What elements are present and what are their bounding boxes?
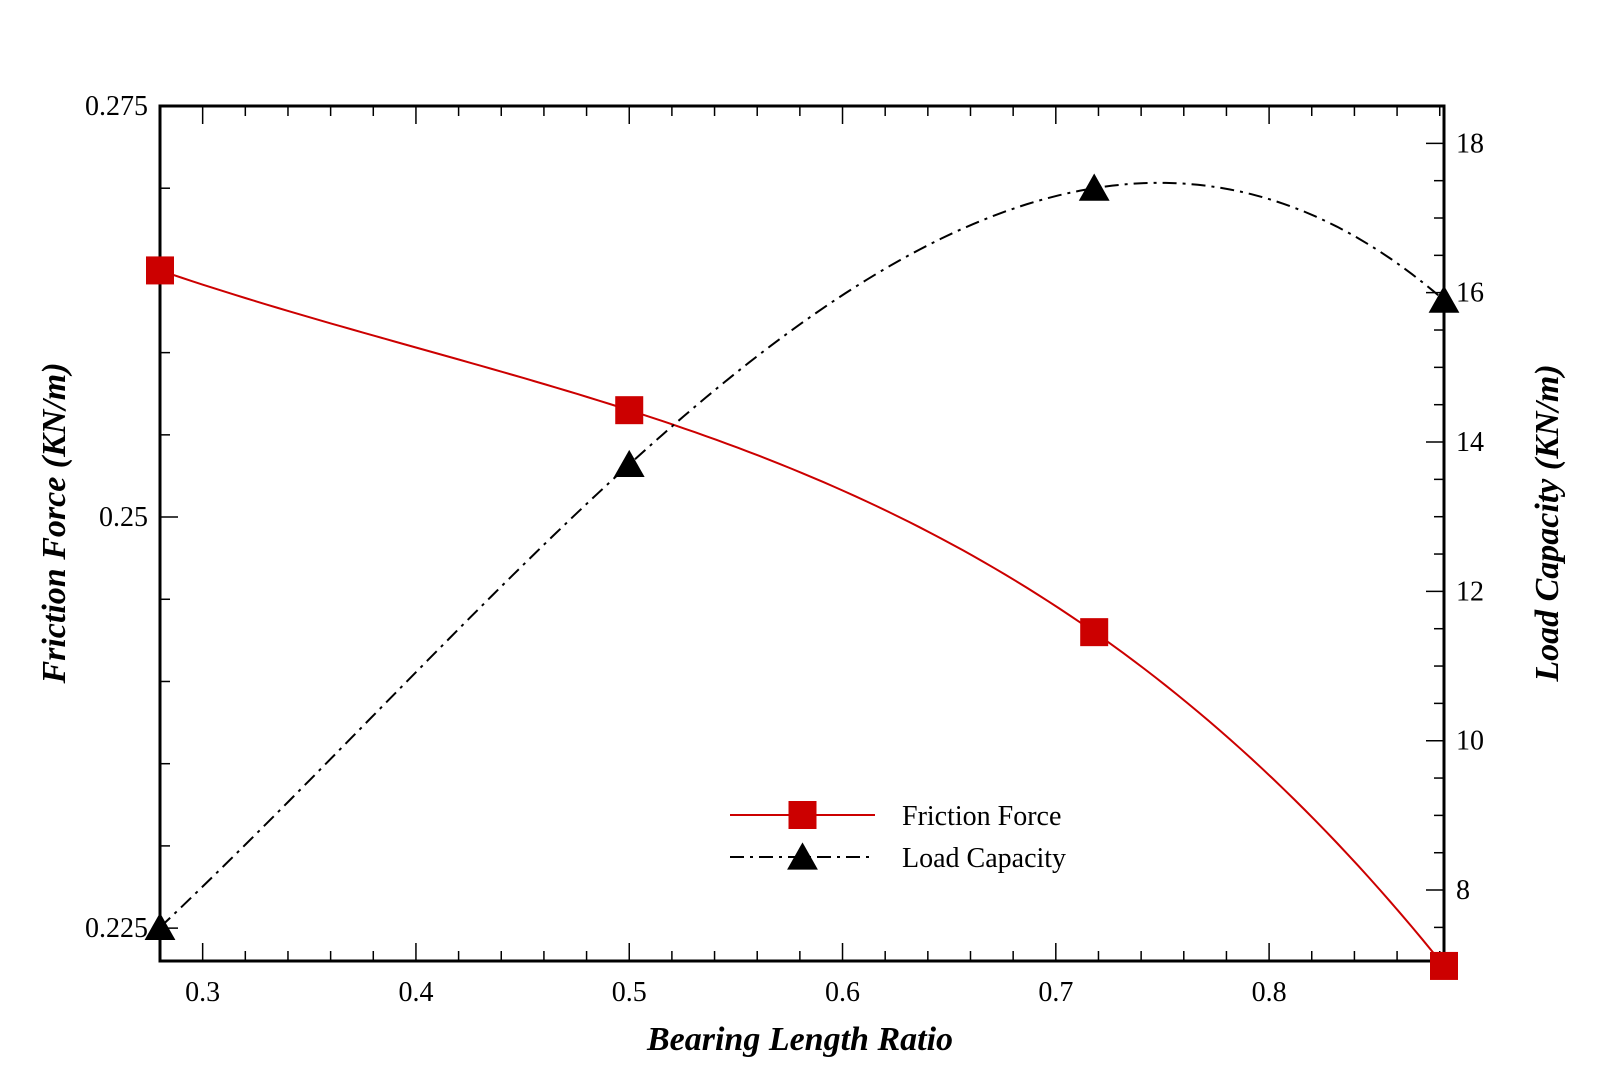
legend-square-marker [788, 801, 817, 829]
right-y-tick-label: 16 [1456, 278, 1484, 309]
series-line [159, 269, 1445, 967]
legend-label: Load Capacity [902, 843, 1066, 874]
left-y-tick-label: 0.25 [99, 502, 148, 533]
triangle-marker [144, 912, 176, 940]
x-tick-label: 0.4 [398, 977, 433, 1008]
series-load-capacity [144, 173, 1460, 940]
right-y-tick-label: 12 [1456, 576, 1484, 607]
square-marker [1080, 618, 1109, 647]
x-tick-label: 0.6 [825, 977, 860, 1008]
x-axis-title: Bearing Length Ratio [646, 1021, 953, 1058]
triangle-marker [1428, 285, 1460, 313]
x-axis-ticks: 0.3 0.4 0.5 0.6 0.7 0.8 [159, 106, 1441, 1008]
series-line [159, 181, 1445, 929]
square-marker [1430, 951, 1458, 980]
legend-label: Friction Force [902, 801, 1061, 832]
right-y-axis-title: Load Capacity (KN/m) [1529, 364, 1566, 682]
left-y-tick-label: 0.225 [85, 913, 148, 944]
plot-frame [158, 104, 1446, 963]
x-tick-label: 0.5 [612, 977, 647, 1008]
square-marker [146, 256, 174, 285]
legend-item: Friction Force [730, 801, 1061, 832]
right-y-tick-label: 8 [1456, 875, 1470, 906]
series-friction-force [146, 256, 1458, 980]
square-marker [615, 396, 644, 425]
legend-triangle-marker [787, 842, 818, 870]
left-y-tick-label: 0.275 [85, 91, 148, 122]
right-y-tick-label: 14 [1456, 427, 1484, 458]
right-y-tick-label: 18 [1456, 128, 1484, 159]
series-layer [144, 173, 1460, 980]
x-tick-label: 0.8 [1252, 977, 1287, 1008]
x-tick-label: 0.3 [185, 977, 220, 1008]
x-tick-label: 0.7 [1038, 977, 1073, 1008]
legend-item: Load Capacity [730, 842, 1066, 874]
triangle-marker [613, 449, 645, 478]
right-y-tick-label: 10 [1456, 726, 1484, 757]
plot-border [158, 104, 1446, 963]
legend: Friction Force Load Capacity [730, 801, 1066, 874]
triangle-marker [1078, 173, 1110, 201]
right-y-axis-ticks: 8 10 12 14 16 18 [1426, 105, 1484, 929]
left-y-axis-ticks: 0.225 0.25 0.275 [85, 91, 178, 944]
left-y-axis-title: Friction Force (KN/m) [36, 362, 73, 684]
